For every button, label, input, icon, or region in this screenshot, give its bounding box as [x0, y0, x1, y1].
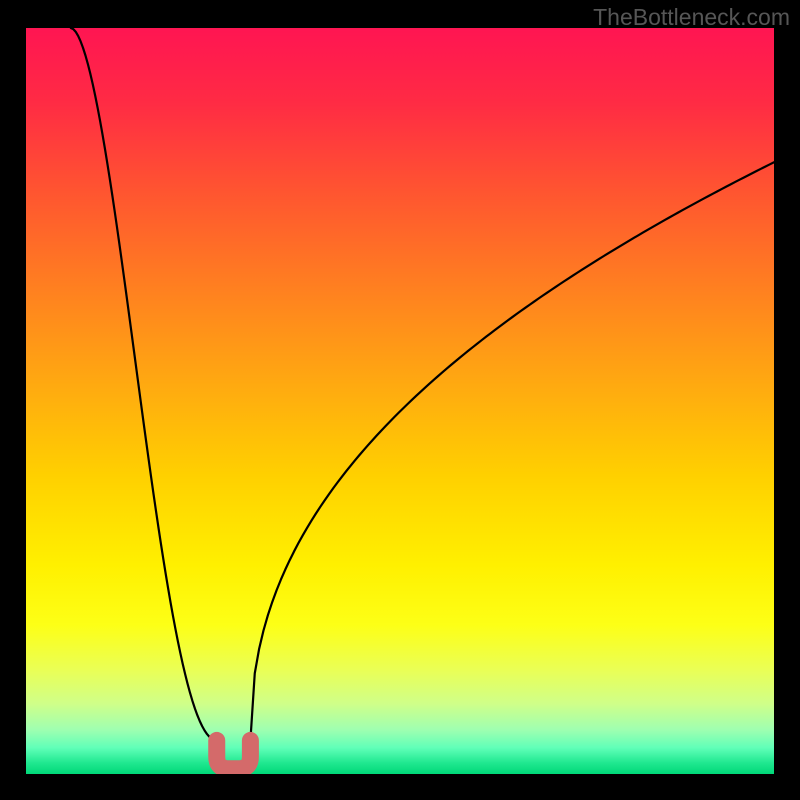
chart-frame: TheBottleneck.com: [0, 0, 800, 800]
optimal-range-marker: [26, 28, 774, 774]
plot-area: [26, 28, 774, 774]
watermark-text: TheBottleneck.com: [593, 4, 790, 31]
